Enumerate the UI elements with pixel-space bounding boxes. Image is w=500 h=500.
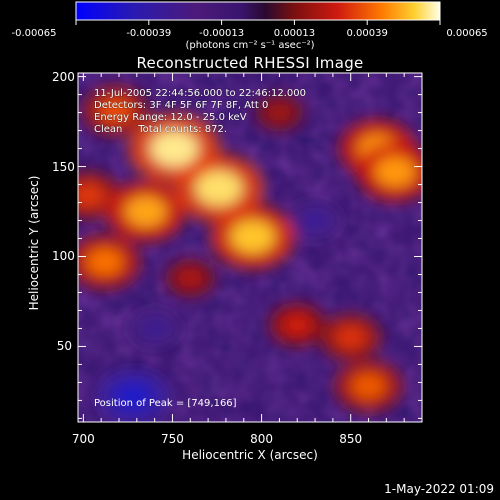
colorbar-tick-label: 0.00065 [446,28,488,39]
annotation-algorithm: Clean Total counts: 872. [94,124,228,135]
colorbar-tick-label: -0.00065 [11,28,57,39]
annotation-energy-range: Energy Range: 12.0 - 25.0 keV [94,112,247,123]
y-axis-tick-label: 100 [52,249,75,264]
y-axis-label: Heliocentric Y (arcsec) [27,175,41,311]
x-axis-label: Heliocentric X (arcsec) [182,448,318,462]
heatmap-source [85,247,124,277]
x-axis-tick-label: 850 [339,432,363,446]
y-axis-tick-label: 50 [56,339,72,354]
x-axis-tick-label: 750 [161,432,184,446]
x-axis-tick-label: 800 [250,432,274,446]
chart-title: Reconstructed RHESSI Image [136,54,364,72]
y-axis-tick-label: 150 [52,159,75,174]
heatmap-source [282,313,313,337]
colorbar-gradient [75,1,441,21]
axis-ticks [78,73,423,422]
footer-date: 1-May-2022 01:09 [384,482,494,496]
colorbar-tick-label: 0.00039 [346,28,388,39]
annotation-peak-position: Position of Peak = [749,166] [94,398,237,409]
colorbar [75,1,441,25]
heatmap-source [78,183,106,208]
colorbar-tick-label: -0.00013 [199,28,245,39]
colorbar-tick-label: -0.00039 [126,28,172,39]
heatmap-source [374,156,416,188]
annotation-time-range: 11-Jul-2005 22:44:56.000 to 22:46:12.000 [94,88,306,99]
heatmap-source [176,268,204,289]
heatmap-source [266,102,293,123]
heatmap-source [230,219,276,254]
x-axis-tick-label: 700 [71,432,95,446]
heatmap-source [98,97,133,124]
plot-frame [77,72,423,423]
heatmap-source [350,372,387,400]
heatmap-source [141,318,169,339]
heatmap-source [301,210,330,231]
y-axis-tick-label: 200 [52,69,75,84]
heatmap-source [113,382,153,412]
annotation-detectors: Detectors: 3F 4F 5F 6F 7F 8F, Att 0 [94,100,269,111]
heatmap-source [150,130,199,167]
colorbar-tick-label: 0.00013 [273,28,316,39]
heatmap-source [334,325,367,350]
heatmap-field [78,73,422,422]
heatmap-source [124,195,167,228]
heatmap-source [195,170,243,206]
colorbar-units-label: (photons cm⁻² s⁻¹ asec⁻²) [185,40,315,51]
